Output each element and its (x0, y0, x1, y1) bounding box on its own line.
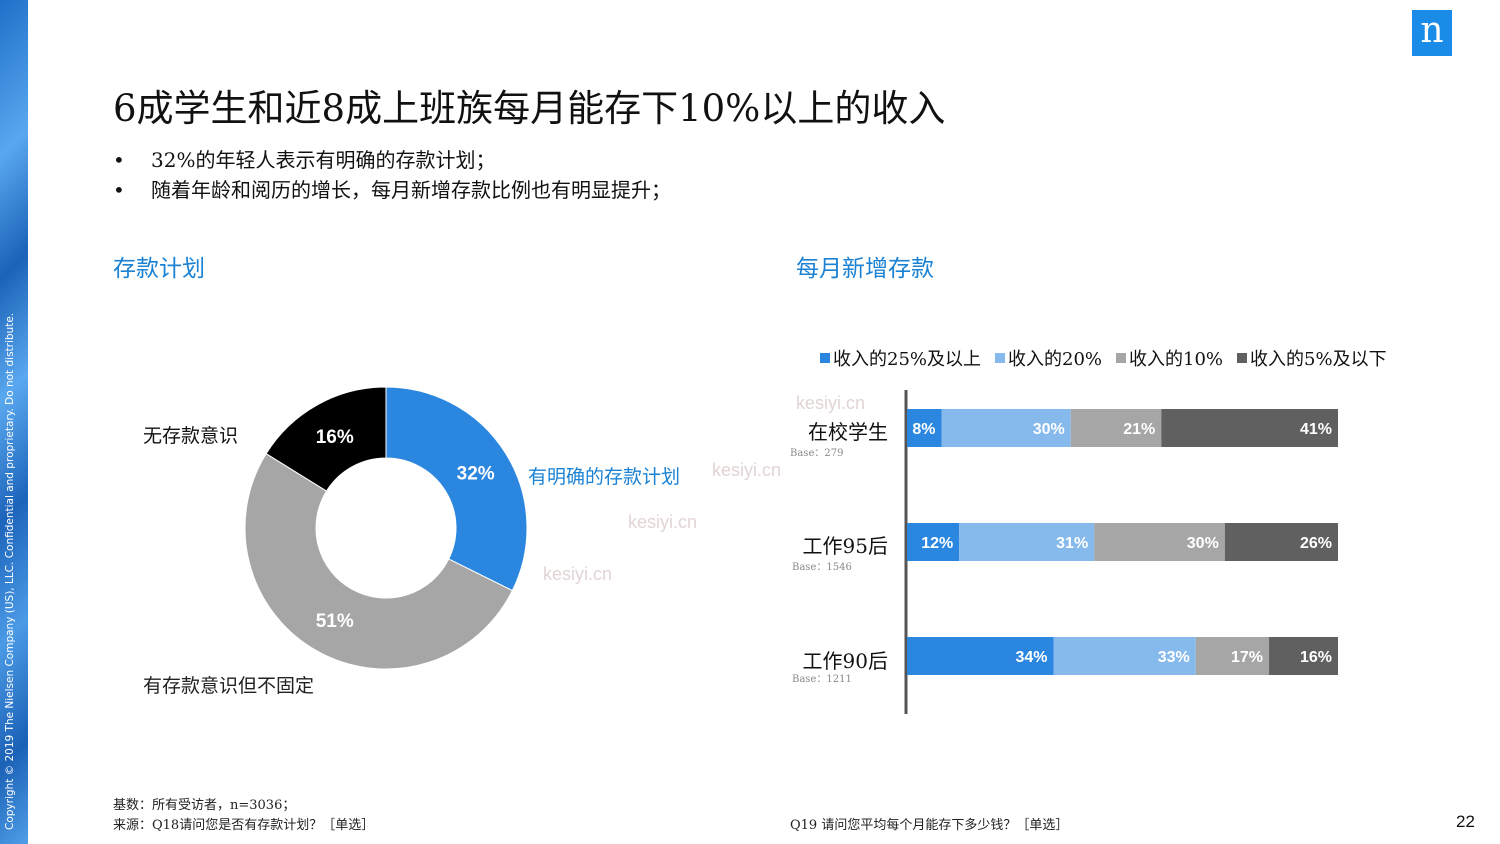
bar-segment (1269, 637, 1338, 675)
bar-segment (907, 637, 1054, 675)
bar-value-label: 17% (1231, 649, 1263, 666)
donut-value-label: 51% (316, 611, 354, 632)
bullet-item: • 随着年龄和阅历的增长，每月新增存款比例也有明显提升； (113, 175, 671, 205)
legend-item: 收入的5%及以下 (1237, 345, 1387, 371)
footnote-source-right: Q19 请问您平均每个月能存下多少钱？［单选］ (790, 818, 1069, 833)
footnote-base: 基数：所有受访者，n=3036； (113, 798, 296, 813)
watermark-text: kesiyi.cn (796, 393, 866, 413)
page-title: 6成学生和近8成上班族每月能存下10%以上的收入 (113, 87, 946, 130)
base-label-students: Base：279 (790, 448, 844, 459)
category-label-students: 在校学生 (808, 420, 888, 444)
bar-chart-legend: 收入的25%及以上 收入的20% 收入的10% 收入的5%及以下 (820, 345, 1401, 371)
bar-segment (907, 523, 960, 561)
donut-value-label: 16% (316, 427, 354, 448)
page-number: 22 (1456, 812, 1475, 831)
nielsen-logo: n (1412, 10, 1452, 56)
bullet-marker: • (113, 148, 125, 172)
legend-label: 收入的20% (1008, 349, 1103, 370)
donut-label-clear-plan: 有明确的存款计划 (528, 466, 681, 488)
watermark-text: kesiyi.cn (628, 512, 698, 532)
bar-segment (1070, 409, 1162, 447)
watermark-text: kesiyi.cn (712, 460, 782, 480)
legend-swatch (1116, 353, 1127, 363)
bar-value-label: 33% (1158, 649, 1190, 666)
legend-swatch (820, 353, 830, 363)
bullet-text: 32%的年轻人表示有明确的存款计划； (151, 148, 496, 172)
base-label-working-90: Base：1211 (792, 674, 852, 685)
bar-value-label: 21% (1123, 421, 1155, 438)
bar-value-label: 31% (1056, 535, 1088, 552)
bar-segment (1053, 637, 1196, 675)
bar-value-label: 8% (912, 421, 935, 438)
bar-value-label: 26% (1300, 535, 1332, 552)
donut-slice (244, 452, 514, 670)
bar-value-label: 41% (1300, 421, 1332, 438)
bullet-text: 随着年龄和阅历的增长，每月新增存款比例也有明显提升； (151, 178, 671, 202)
legend-label: 收入的5%及以下 (1250, 349, 1387, 370)
bar-segment (1224, 523, 1338, 561)
monthly-savings-bar-chart: 8% 30% 21% 41% 12% 31% 30% 26% 34% 33% 17% 16% (904, 390, 1338, 714)
legend-item: 收入的20% (995, 345, 1102, 371)
legend-item: 收入的25%及以上 (820, 345, 981, 371)
legend-label: 收入的25%及以上 (833, 349, 982, 370)
bullet-marker: • (113, 178, 125, 202)
bar-value-label: 30% (1033, 421, 1065, 438)
savings-plan-donut-chart: 32% 51% 16% (244, 386, 528, 670)
donut-label-aware-not-fixed: 有存款意识但不固定 (143, 675, 315, 697)
donut-label-no-awareness: 无存款意识 (143, 425, 239, 447)
bar-segment (959, 523, 1095, 561)
legend-swatch (1237, 353, 1248, 363)
bar-segment (941, 409, 1071, 447)
legend-item: 收入的10% (1116, 345, 1223, 371)
legend-swatch (995, 353, 1006, 363)
bullet-item: • 32%的年轻人表示有明确的存款计划； (113, 145, 671, 175)
bullet-list: • 32%的年轻人表示有明确的存款计划； • 随着年龄和阅历的增长，每月新增存款比例… (113, 145, 671, 205)
bar-value-label: 16% (1300, 649, 1332, 666)
bar-segment (1195, 637, 1270, 675)
bar-segment (1161, 409, 1338, 447)
bar-segment (1094, 523, 1225, 561)
category-label-working-95: 工作95后 (802, 534, 888, 558)
donut-slice (385, 386, 528, 592)
watermark-text: kesiyi.cn (543, 564, 613, 584)
legend-label: 收入的10% (1129, 349, 1224, 370)
category-label-working-90: 工作90后 (802, 649, 888, 673)
section-title-monthly-savings: 每月新增存款 (796, 256, 934, 282)
donut-slice (265, 386, 387, 492)
base-label-working-95: Base：1546 (792, 562, 852, 573)
bar-segment (907, 409, 942, 447)
bar-value-label: 34% (1016, 649, 1048, 666)
bar-value-label: 30% (1187, 535, 1219, 552)
bar-value-label: 12% (921, 535, 953, 552)
copyright-text: Copyright © 2019 The Nielsen Company (US… (4, 312, 16, 830)
section-title-savings-plan: 存款计划 (113, 256, 205, 282)
footnote-source-left: 来源：Q18请问您是否有存款计划？［单选］ (113, 818, 375, 833)
left-decorative-stripe (0, 0, 28, 844)
donut-value-label: 32% (457, 463, 495, 484)
